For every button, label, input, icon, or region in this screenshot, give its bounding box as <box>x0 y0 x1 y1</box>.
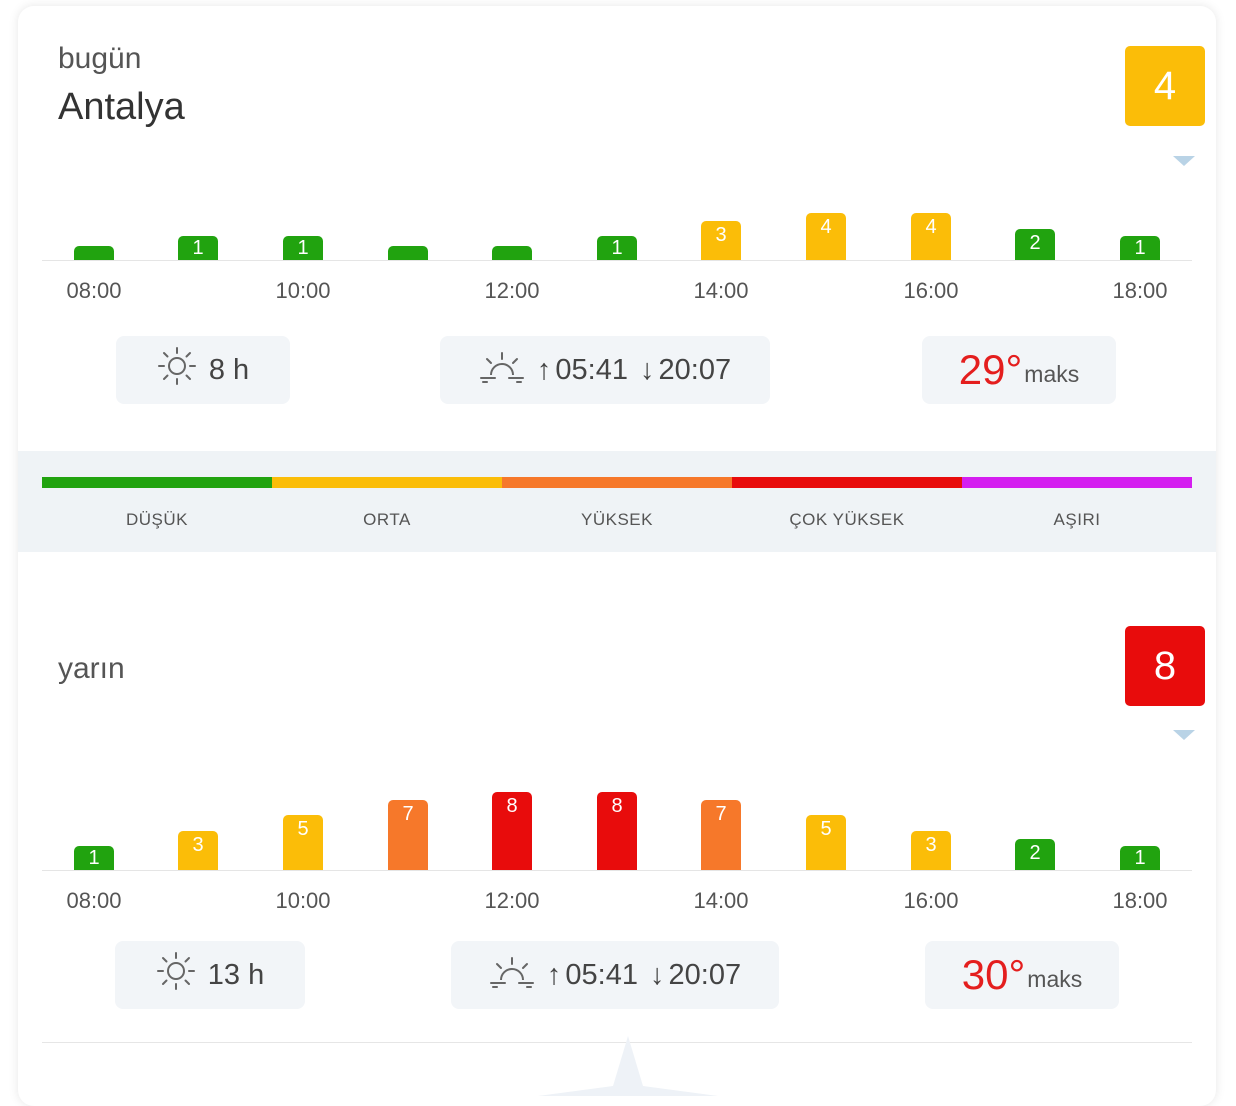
legend-label: DÜŞÜK <box>125 510 188 529</box>
legend-label: ORTA <box>363 510 411 529</box>
uv-hour-bar: 1 <box>178 236 218 260</box>
uv-hour-bar <box>492 246 532 260</box>
uv-hour-bar: 1 <box>283 236 323 260</box>
sunrise-icon <box>479 349 525 391</box>
today-hourly-bars: 1 1 1 3 4 4 2 1 <box>18 130 1216 260</box>
uv-hour-bar: 1 <box>74 846 114 870</box>
legend-label: AŞIRI <box>1053 510 1101 529</box>
tomorrow-sunrise-sunset: ↑ 05:41 ↓ 20:07 <box>451 941 779 1009</box>
tomorrow-chart-baseline <box>42 870 1192 871</box>
degree-symbol: ° <box>1008 951 1026 998</box>
uv-hour-bar: 2 <box>1015 228 1055 260</box>
uv-hour-bar: 7 <box>388 799 428 870</box>
time-tick-label: 14:00 <box>693 278 749 303</box>
uv-hour-bar: 3 <box>701 220 741 260</box>
legend-color-segment <box>962 477 1192 488</box>
time-tick-label: 14:00 <box>693 888 749 913</box>
uv-hour-bar: 1 <box>1120 846 1160 870</box>
uv-scale-legend: DÜŞÜK ORTA YÜKSEK ÇOK YÜKSEK AŞIRI <box>18 451 1216 552</box>
uv-hour-bar: 8 <box>597 792 637 870</box>
legend-color-segment <box>272 477 502 488</box>
uv-hour-bar: 5 <box>806 815 846 870</box>
tomorrow-sun-hours: 13 h <box>115 941 305 1009</box>
sun-hours-value: 13 h <box>207 958 265 991</box>
sun-icon <box>157 346 197 394</box>
arrow-up-icon: ↑ <box>546 958 562 991</box>
uv-hour-bar: 4 <box>806 213 846 260</box>
uv-hour-bar <box>74 246 114 260</box>
arrow-up-icon: ↑ <box>536 353 552 386</box>
legend-label: ÇOK YÜKSEK <box>789 510 905 529</box>
time-tick-label: 12:00 <box>484 278 540 303</box>
uv-hour-bar <box>388 246 428 260</box>
max-label: maks <box>1024 361 1080 387</box>
today-chart-baseline <box>42 260 1192 261</box>
time-tick-label: 16:00 <box>903 278 959 303</box>
tomorrow-max-temp: 30 ° maks <box>925 941 1119 1009</box>
uv-hour-bar: 2 <box>1015 838 1055 870</box>
today-sunrise-sunset: ↑ 05:41 ↓ 20:07 <box>440 336 770 404</box>
uv-hour-bar: 5 <box>283 815 323 870</box>
uv-hour-bar: 1 <box>1120 236 1160 260</box>
uv-hour-bar: 4 <box>911 213 951 260</box>
uv-hour-bar: 1 <box>597 236 637 260</box>
degree-symbol: ° <box>1005 346 1023 393</box>
uv-hour-bar: 3 <box>911 830 951 870</box>
time-tick-label: 10:00 <box>275 278 331 303</box>
city-name: Antalya <box>58 86 185 128</box>
max-temp-value: 29 <box>958 346 1006 393</box>
today-label: bugün <box>58 42 142 75</box>
sunrise-icon <box>489 954 535 996</box>
sunset-time: 20:07 <box>658 353 732 386</box>
today-section: bugün Antalya 4 1 1 1 3 4 4 2 1 08:00 10:00 12:00… <box>18 6 1216 451</box>
arrow-down-icon: ↓ <box>640 353 655 386</box>
today-uv-badge: 4 <box>1125 46 1205 126</box>
legend-label: YÜKSEK <box>581 510 653 529</box>
sunrise-time: 05:41 <box>565 958 638 991</box>
legend-color-segment <box>42 477 272 488</box>
time-tick-label: 18:00 <box>1112 278 1168 303</box>
today-sun-hours: 8 h <box>116 336 290 404</box>
legend-color-segment <box>502 477 732 488</box>
time-tick-label: 08:00 <box>66 278 122 303</box>
time-tick-label: 18:00 <box>1112 888 1168 913</box>
uv-hour-bar: 3 <box>178 830 218 870</box>
uv-hour-bar: 8 <box>492 792 532 870</box>
sun-icon <box>156 951 196 999</box>
legend-color-segment <box>732 477 962 488</box>
max-temp-value: 30 <box>961 951 1009 998</box>
max-label: maks <box>1027 966 1083 992</box>
chevron-down-icon[interactable] <box>1173 156 1195 166</box>
tomorrow-label: yarın <box>58 652 125 685</box>
uv-hour-bar: 7 <box>701 799 741 870</box>
tomorrow-uv-badge: 8 <box>1125 626 1205 706</box>
chevron-down-icon[interactable] <box>1173 730 1195 740</box>
uv-forecast-card: bugün Antalya 4 1 1 1 3 4 4 2 1 08:00 10:00 12:00… <box>18 6 1216 1106</box>
sun-hours-value: 8 h <box>208 353 250 386</box>
arrow-down-icon: ↓ <box>650 958 665 991</box>
sunrise-time: 05:41 <box>555 353 628 386</box>
sunset-time: 20:07 <box>668 958 742 991</box>
time-tick-label: 10:00 <box>275 888 331 913</box>
time-tick-label: 08:00 <box>66 888 122 913</box>
today-max-temp: 29 ° maks <box>922 336 1116 404</box>
time-tick-label: 16:00 <box>903 888 959 913</box>
section-divider <box>42 1042 1192 1043</box>
watermark-logo <box>538 1036 718 1096</box>
time-tick-label: 12:00 <box>484 888 540 913</box>
